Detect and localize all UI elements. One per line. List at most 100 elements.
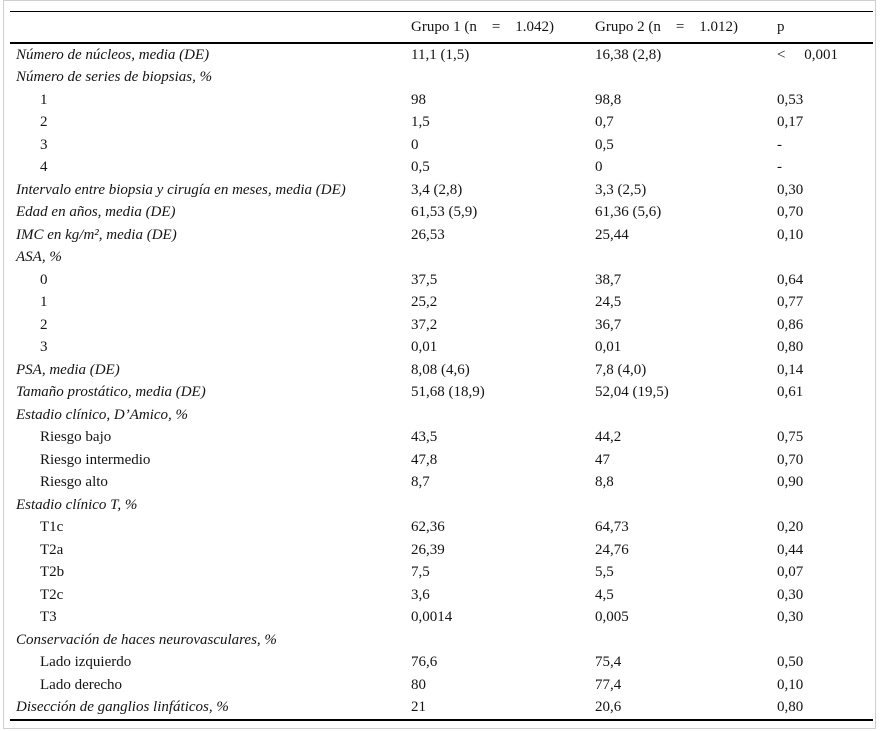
group1-value: 21: [411, 700, 426, 716]
group1-value: 80: [411, 677, 426, 693]
group1-value: 37,2: [411, 317, 438, 333]
row-label: PSA, media (DE): [16, 362, 120, 378]
table-row: T1c 62,36 64,73 0,20: [10, 517, 873, 540]
row-label: Número de series de biopsias, %: [16, 70, 213, 86]
table-row: T2b 7,5 5,5 0,07: [10, 562, 873, 585]
group2-value: 0: [595, 160, 603, 176]
row-label: Estadio clínico, D’Amico, %: [16, 407, 189, 423]
table-row: 3 0,01 0,01 0,80: [10, 337, 873, 360]
row-label: 2: [40, 115, 48, 131]
row-label: 1: [40, 295, 48, 311]
group2-value: 77,4: [595, 677, 622, 693]
p-value: 0,75: [777, 430, 804, 446]
group2-value: 75,4: [595, 655, 622, 671]
table-row: Riesgo bajo 43,5 44,2 0,75: [10, 427, 873, 450]
group1-value: 7,5: [411, 565, 430, 581]
group2-value: 61,36 (5,6): [595, 205, 662, 221]
p-value: 0,64: [777, 272, 804, 288]
group2-value: 44,2: [595, 430, 622, 446]
table-row: Riesgo alto 8,7 8,8 0,90: [10, 472, 873, 495]
group2-value: 0,005: [595, 610, 629, 626]
group2-value: 64,73: [595, 520, 629, 536]
group2-value: 36,7: [595, 317, 622, 333]
p-value: 0,10: [777, 227, 804, 243]
group1-value: 11,1 (1,5): [411, 47, 470, 63]
p-value: 0,07: [777, 565, 804, 581]
table-row: 1 98 98,8 0,53: [10, 89, 873, 112]
row-label: Conservación de haces neurovasculares, %: [16, 632, 277, 648]
row-label: Riesgo alto: [40, 475, 108, 491]
table-row: Número de núcleos, media (DE) 11,1 (1,5)…: [10, 44, 873, 67]
group1-value: 62,36: [411, 520, 445, 536]
p-value: 0,14: [777, 362, 804, 378]
table-row: Tamaño prostático, media (DE) 51,68 (18,…: [10, 382, 873, 405]
group2-value: 25,44: [595, 227, 629, 243]
row-label: 3: [40, 137, 48, 153]
group1-value: 3,4 (2,8): [411, 182, 463, 198]
p-value: 0,50: [777, 655, 804, 671]
header-group1: Grupo 1 (n = 1.042): [411, 19, 555, 35]
row-label: 4: [40, 160, 48, 176]
group-comparison-table: Grupo 1 (n = 1.042) Grupo 2 (n = 1.012) …: [10, 11, 873, 721]
table-row: T2a 26,39 24,76 0,44: [10, 539, 873, 562]
table-row: Lado derecho 80 77,4 0,10: [10, 674, 873, 697]
header-p-value: p: [777, 19, 785, 35]
group1-value: 1,5: [411, 115, 430, 131]
table-header-row: Grupo 1 (n = 1.042) Grupo 2 (n = 1.012) …: [10, 12, 873, 44]
row-label: Lado izquierdo: [40, 655, 132, 671]
row-label: Disección de ganglios linfáticos, %: [16, 700, 229, 716]
group1-value: 0: [411, 137, 419, 153]
group1-value: 61,53 (5,9): [411, 205, 478, 221]
group2-value: 8,8: [595, 475, 614, 491]
group2-value: 24,76: [595, 542, 629, 558]
group2-value: 7,8 (4,0): [595, 362, 647, 378]
p-value: -: [777, 160, 782, 176]
p-value: 0,77: [777, 295, 804, 311]
row-label: T2a: [40, 542, 64, 558]
group2-value: 5,5: [595, 565, 614, 581]
group1-value: 51,68 (18,9): [411, 385, 485, 401]
p-value: 0,30: [777, 587, 804, 603]
group1-value: 0,01: [411, 340, 438, 356]
table-row: 1 25,2 24,5 0,77: [10, 292, 873, 315]
group1-value: 8,7: [411, 475, 430, 491]
group1-value: 26,53: [411, 227, 445, 243]
table-row: Intervalo entre biopsia y cirugía en mes…: [10, 179, 873, 202]
group1-value: 25,2: [411, 295, 438, 311]
table-row: Lado izquierdo 76,6 75,4 0,50: [10, 652, 873, 675]
table-body: Número de núcleos, media (DE) 11,1 (1,5)…: [10, 44, 873, 719]
group2-value: 98,8: [595, 92, 622, 108]
table-row: 0 37,5 38,7 0,64: [10, 269, 873, 292]
p-value: -: [777, 137, 782, 153]
row-label: 0: [40, 272, 48, 288]
row-label: Tamaño prostático, media (DE): [16, 385, 206, 401]
p-value: < 0,001: [777, 47, 838, 63]
table-row: Estadio clínico T, %: [10, 494, 873, 517]
group2-value: 24,5: [595, 295, 622, 311]
figure-frame: [3, 0, 876, 729]
p-value: 0,44: [777, 542, 804, 558]
p-value: 0,10: [777, 677, 804, 693]
table-row: ASA, %: [10, 247, 873, 270]
table-row: 3 0 0,5 -: [10, 134, 873, 157]
p-value: 0,86: [777, 317, 804, 333]
row-label: Número de núcleos, media (DE): [16, 47, 210, 63]
table-row: Edad en años, media (DE) 61,53 (5,9) 61,…: [10, 202, 873, 225]
row-label: T1c: [40, 520, 64, 536]
group2-value: 47: [595, 452, 610, 468]
header-group2: Grupo 2 (n = 1.012): [595, 19, 739, 35]
row-label: Riesgo intermedio: [40, 452, 151, 468]
group1-value: 26,39: [411, 542, 445, 558]
row-label: Estadio clínico T, %: [16, 497, 138, 513]
p-value: 0,80: [777, 340, 804, 356]
table-row: T2c 3,6 4,5 0,30: [10, 584, 873, 607]
group2-value: 0,7: [595, 115, 614, 131]
table-row: IMC en kg/m², media (DE) 26,53 25,44 0,1…: [10, 224, 873, 247]
row-label: ASA, %: [16, 250, 62, 266]
table-row: 4 0,5 0 -: [10, 157, 873, 180]
table-row: Estadio clínico, D’Amico, %: [10, 404, 873, 427]
table-row: PSA, media (DE) 8,08 (4,6) 7,8 (4,0) 0,1…: [10, 359, 873, 382]
group1-value: 37,5: [411, 272, 438, 288]
table-row: Riesgo intermedio 47,8 47 0,70: [10, 449, 873, 472]
row-label: Riesgo bajo: [40, 430, 112, 446]
